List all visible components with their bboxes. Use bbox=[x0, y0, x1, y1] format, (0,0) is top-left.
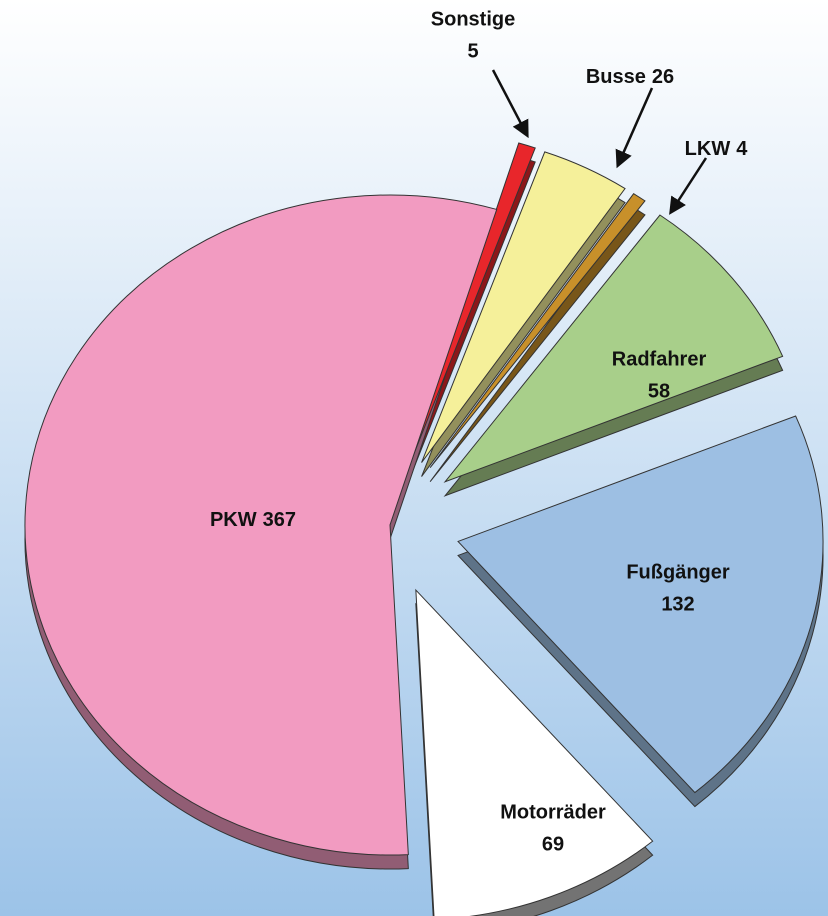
slice-label-name: Motorräder bbox=[500, 801, 606, 823]
slice-label-name: Fußgänger bbox=[626, 561, 730, 583]
arrow bbox=[491, 69, 529, 139]
labels: Sonstige 5 Busse 26 LKW 4 Radfahrer 58 Fußgänger… bbox=[210, 8, 748, 855]
slice-label-name: Radfahrer bbox=[612, 348, 707, 370]
slice-label-name: Busse bbox=[586, 66, 646, 88]
slice-label: PKW 367 bbox=[210, 509, 296, 531]
slice bbox=[24, 194, 498, 856]
slice-label-value: 69 bbox=[542, 833, 564, 855]
slice bbox=[421, 151, 626, 463]
slice-label-value: 5 bbox=[467, 40, 478, 62]
slice-label-name: Sonstige bbox=[431, 8, 515, 30]
callout-arrows bbox=[491, 69, 708, 215]
slice-label-value: 132 bbox=[661, 593, 694, 615]
slice-label-value: 4 bbox=[736, 138, 748, 160]
slice-label: LKW 4 bbox=[685, 138, 749, 160]
slice bbox=[411, 142, 536, 459]
slices bbox=[24, 142, 824, 916]
slice-label-value: 26 bbox=[652, 66, 674, 88]
slice-label-value: 367 bbox=[263, 509, 296, 531]
slice bbox=[415, 588, 654, 916]
arrow bbox=[669, 157, 708, 215]
arrow bbox=[615, 87, 654, 169]
slice-label-name: PKW bbox=[210, 509, 257, 531]
slice bbox=[443, 214, 784, 483]
slice bbox=[429, 193, 646, 468]
slice-label-value: 58 bbox=[648, 380, 670, 402]
slice-label: Busse 26 bbox=[586, 66, 674, 88]
slice-label-name: LKW bbox=[685, 138, 731, 160]
slice bbox=[457, 415, 824, 794]
